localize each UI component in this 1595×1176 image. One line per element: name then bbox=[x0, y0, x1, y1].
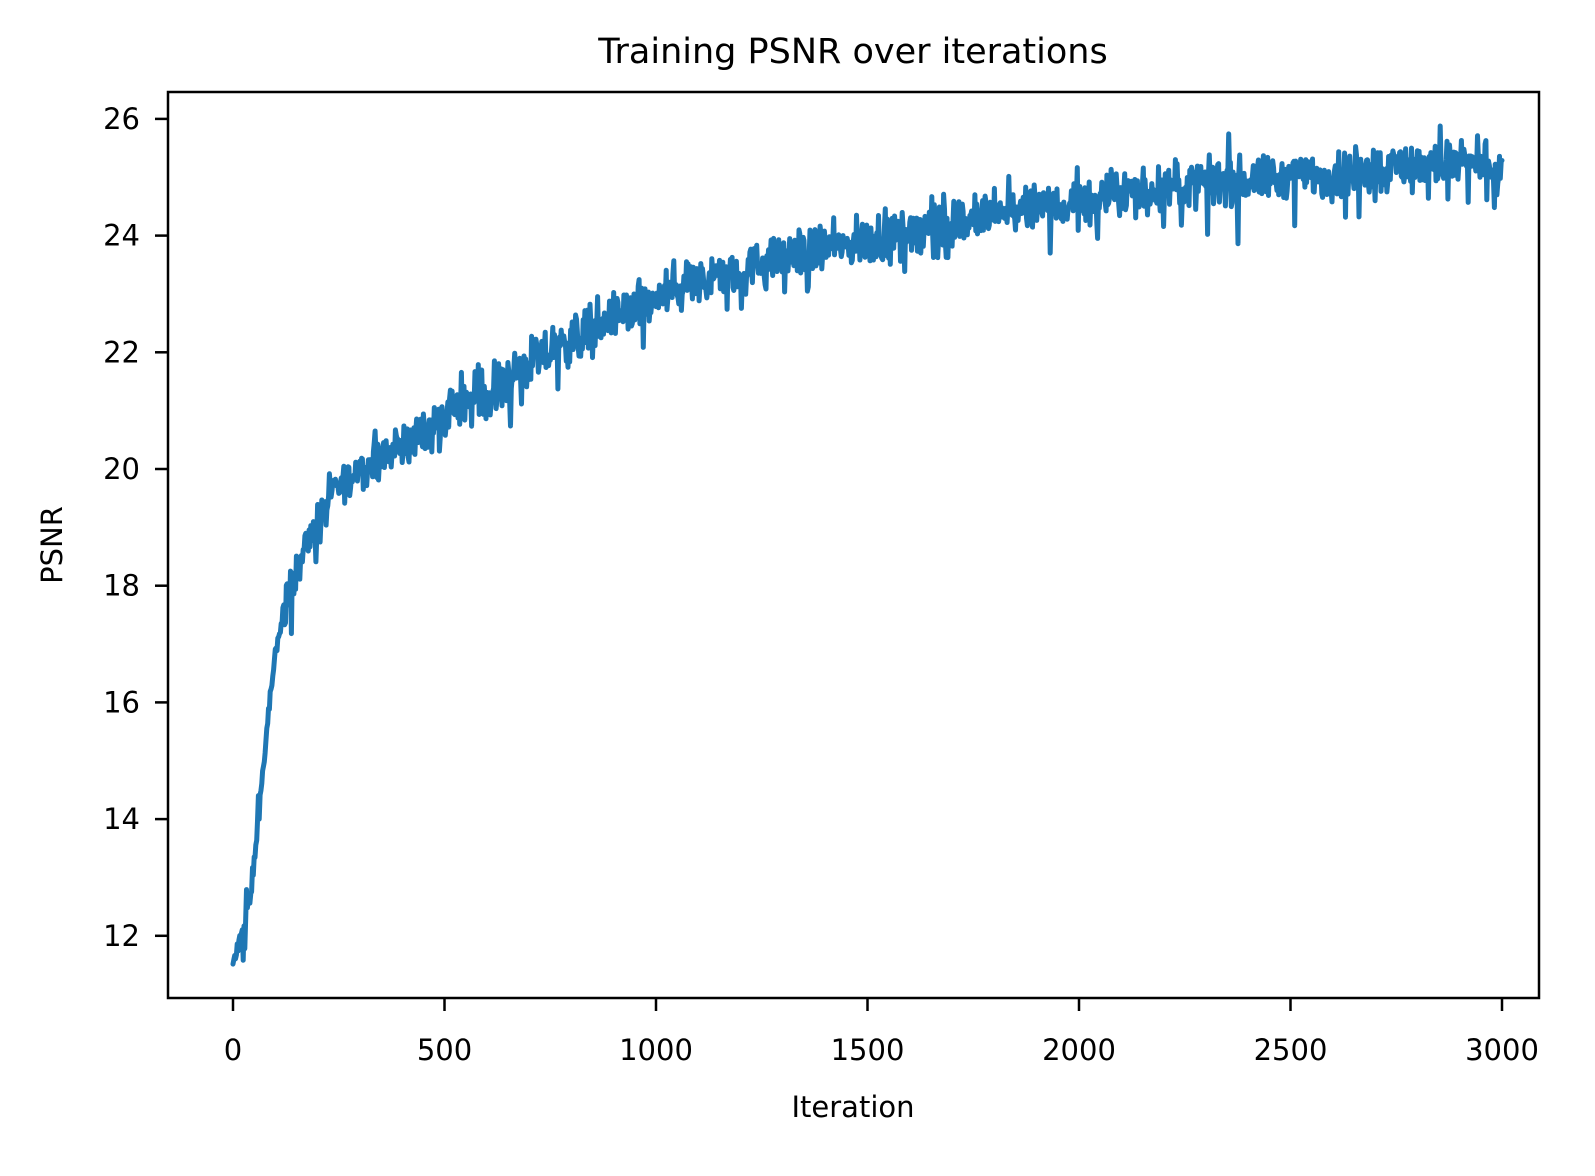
y-tick-label: 12 bbox=[103, 919, 140, 953]
y-tick-label: 24 bbox=[103, 219, 140, 253]
y-axis: 12 14 16 18 20 22 24 26 bbox=[103, 102, 168, 953]
x-tick-label: 2500 bbox=[1254, 1033, 1328, 1067]
x-axis: 0 500 1000 1500 2000 2500 3000 bbox=[224, 998, 1539, 1067]
x-tick-label: 1500 bbox=[831, 1033, 905, 1067]
y-tick-label: 26 bbox=[103, 102, 140, 136]
y-tick-label: 16 bbox=[103, 685, 140, 719]
psnr-line bbox=[230, 123, 1505, 967]
y-tick-label: 20 bbox=[103, 452, 140, 486]
y-tick-label: 22 bbox=[103, 335, 140, 369]
plot-area bbox=[230, 123, 1505, 967]
y-tick-label: 18 bbox=[103, 569, 140, 603]
y-tick-label: 14 bbox=[103, 802, 140, 836]
x-tick-label: 0 bbox=[224, 1033, 242, 1067]
axes-frame bbox=[166, 90, 1541, 1000]
x-tick-label: 500 bbox=[417, 1033, 472, 1067]
chart-title: Training PSNR over iterations bbox=[597, 32, 1107, 72]
x-tick-label: 1000 bbox=[619, 1033, 693, 1067]
y-axis-label: PSNR bbox=[35, 506, 69, 584]
x-axis-label: Iteration bbox=[791, 1090, 914, 1124]
x-tick-label: 3000 bbox=[1465, 1033, 1539, 1067]
x-tick-label: 2000 bbox=[1042, 1033, 1116, 1067]
